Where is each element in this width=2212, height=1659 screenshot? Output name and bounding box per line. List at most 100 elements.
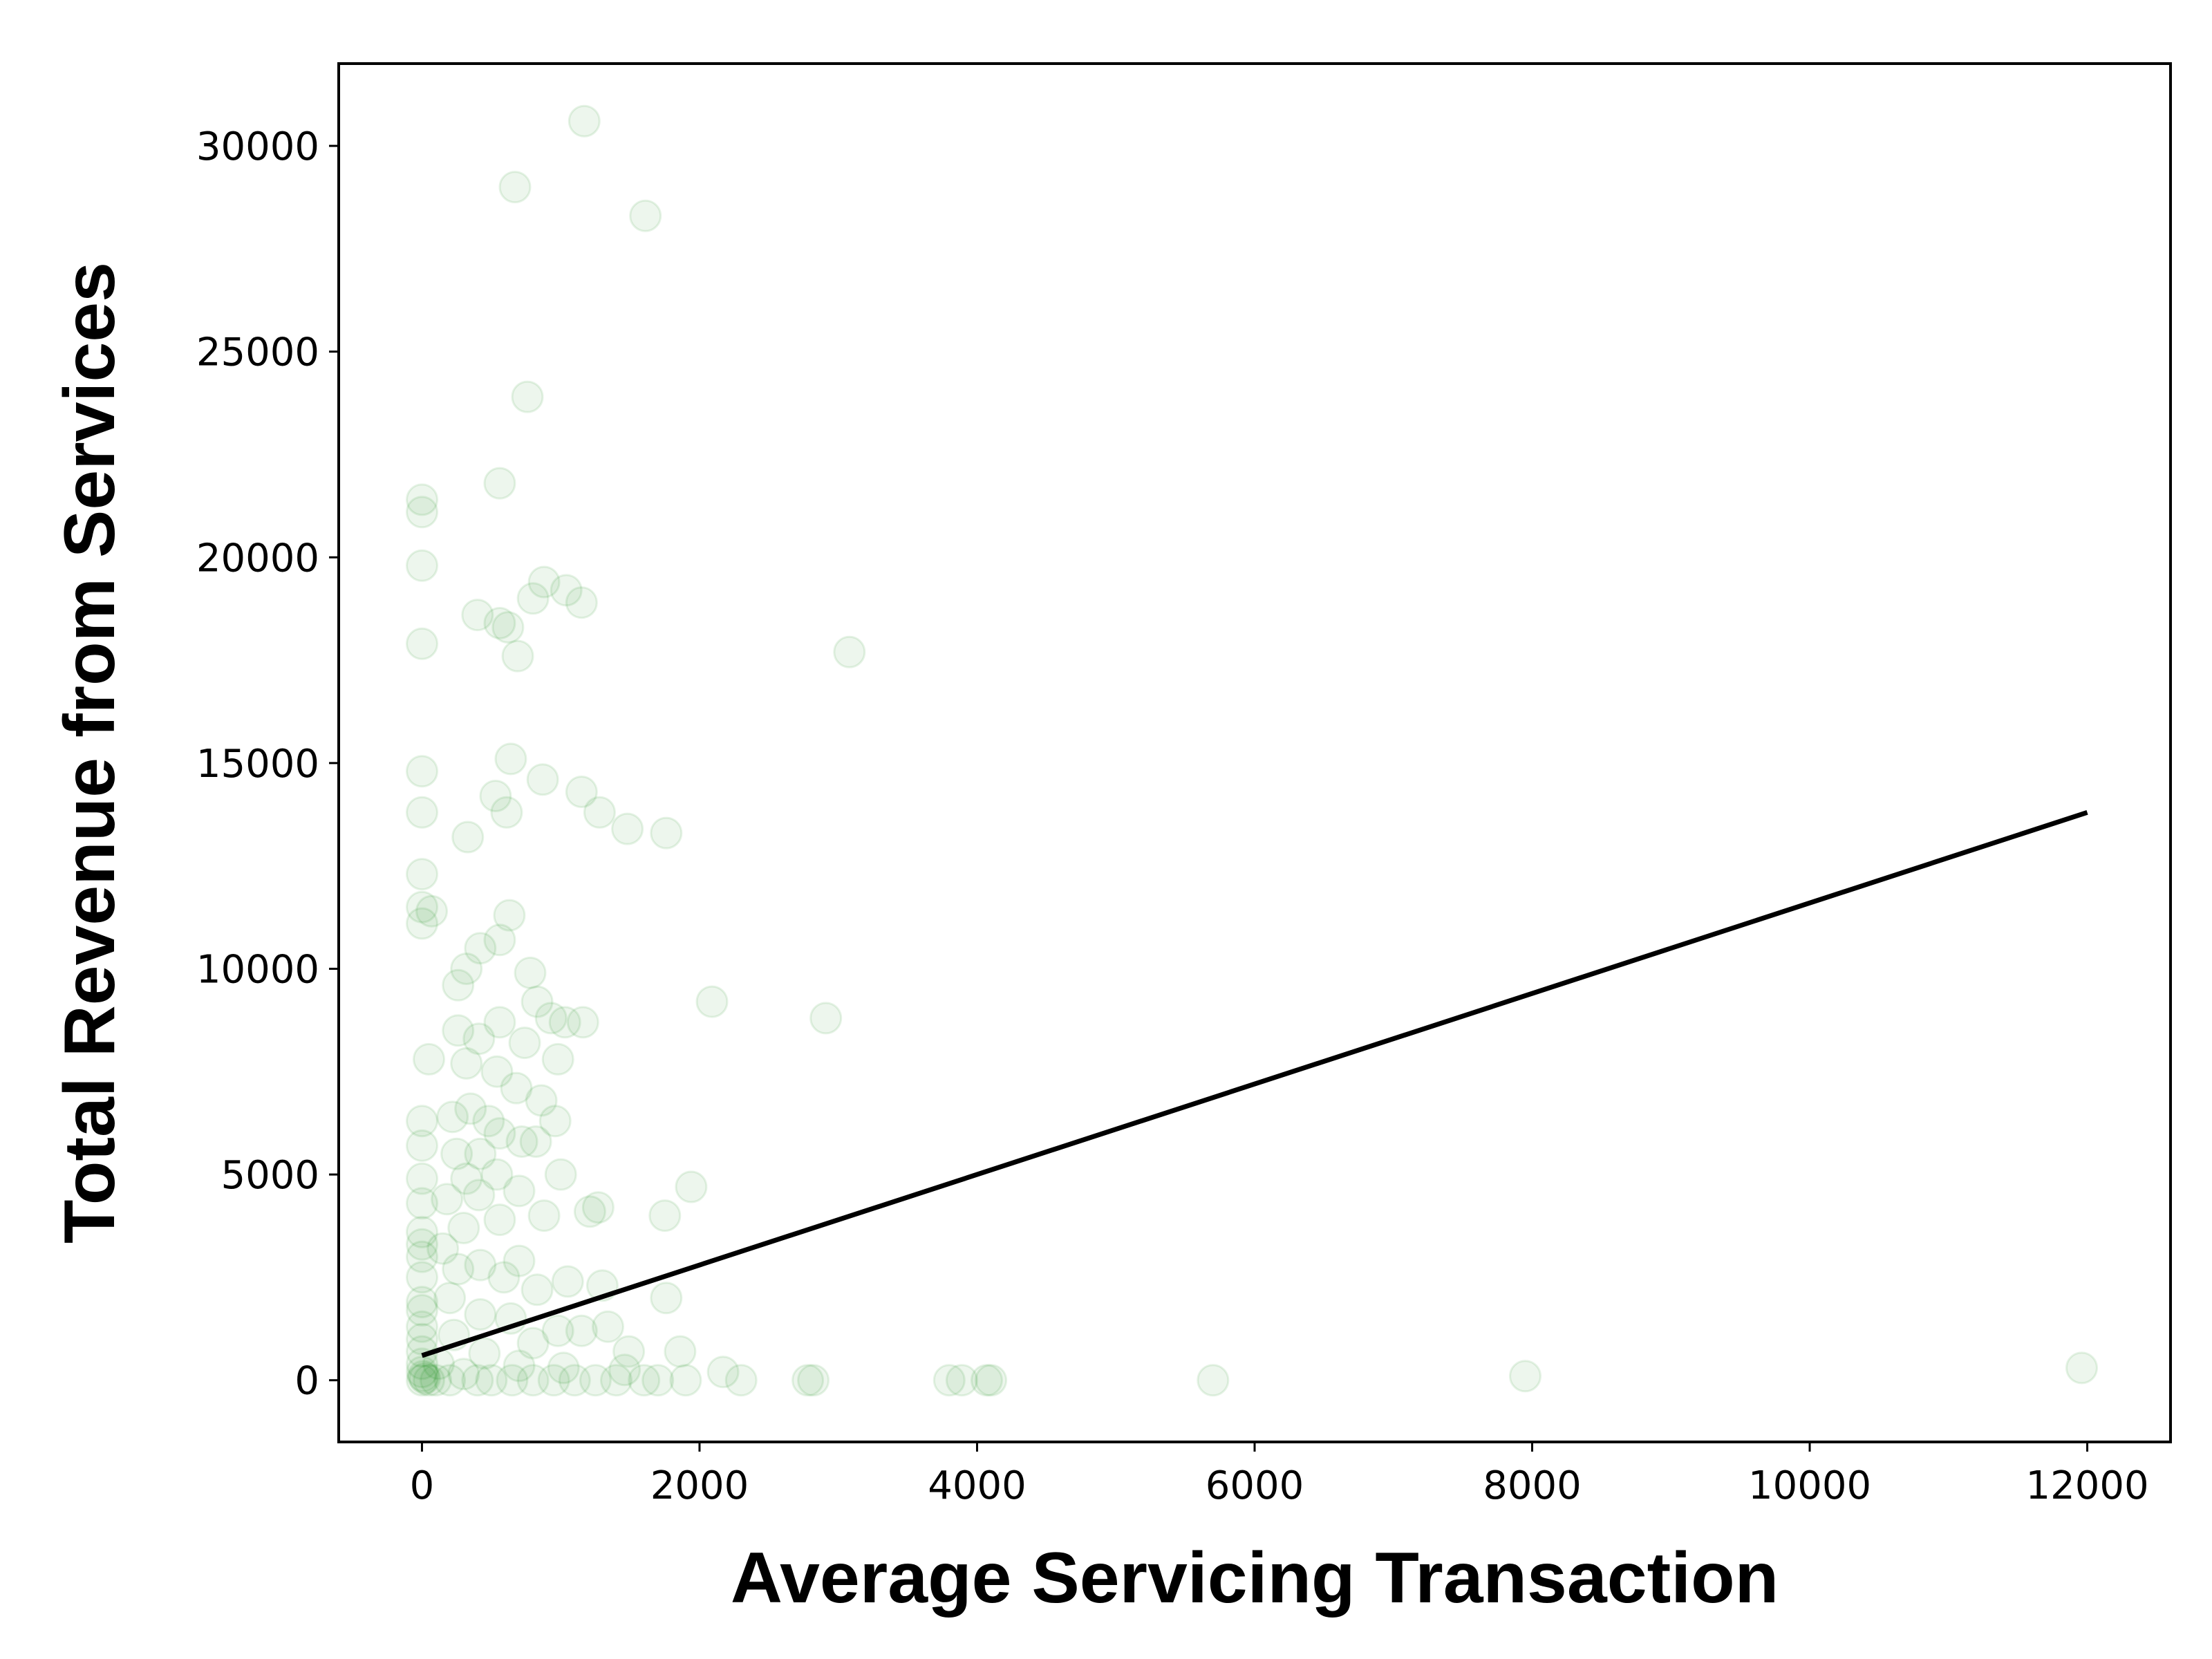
data-point [447,1358,480,1391]
data-point [600,1364,632,1397]
data-point [433,1364,467,1397]
y-tick-label: 5000 [221,1153,319,1198]
data-point [675,1170,708,1203]
data-points [406,104,2098,1397]
data-point [406,1228,438,1261]
data-point [797,1364,830,1397]
data-point [608,1353,641,1387]
data-point [483,1203,516,1237]
data-point [650,816,683,850]
data-point [406,1240,438,1273]
data-point [406,1364,438,1397]
data-point [491,611,525,644]
data-point [541,1314,574,1347]
data-point [406,627,438,660]
data-point [558,1364,591,1397]
data-point [516,582,550,615]
x-tick-label: 4000 [928,1463,1027,1508]
data-point [480,1055,514,1088]
data-point [538,1105,572,1138]
data-point [461,1364,494,1397]
data-point [809,1002,843,1035]
y-tick-label: 15000 [196,742,319,787]
y-axis-ticks: 0 5000 10000 15000 20000 25000 30000 [196,124,339,1404]
data-point [406,796,438,829]
data-point [427,1232,460,1265]
data-point [450,1047,483,1080]
data-point [406,1129,438,1162]
data-point [650,1282,683,1315]
data-point [406,890,438,924]
data-point [479,780,512,812]
data-point [664,1335,697,1368]
data-point [483,607,516,639]
data-point [2065,1351,2098,1385]
data-point [406,907,438,940]
data-point [406,755,438,788]
data-point [440,1137,474,1170]
plot-frame [337,62,2172,1443]
data-point [462,1022,496,1056]
data-point [406,483,438,516]
data-point [791,1364,825,1397]
data-point [451,821,485,854]
data-point [406,1215,438,1248]
data-point [450,953,483,985]
data-point [464,1298,497,1331]
data-point [568,104,601,138]
data-point [464,1248,497,1282]
data-point [537,1364,570,1397]
data-point [544,1158,577,1191]
data-point [483,467,516,500]
data-point [971,1364,1003,1397]
data-point [612,1335,646,1368]
data-point [487,1261,521,1294]
data-point [461,599,494,632]
data-point [406,1356,438,1389]
data-point [406,496,438,529]
data-point [464,932,497,965]
data-point [480,1158,514,1191]
data-point [551,1265,584,1298]
data-point [669,1364,702,1397]
data-point [468,1337,501,1370]
x-tick-label: 0 [410,1463,435,1508]
data-point [406,1347,438,1380]
data-point [490,796,523,829]
data-point [526,763,559,796]
x-axis-ticks: 0 2000 4000 6000 8000 10000 12000 [410,1442,2149,1508]
data-point [975,1364,1008,1397]
data-point [483,1117,516,1150]
data-point [724,1364,758,1397]
data-point [498,171,532,204]
data-point [475,1364,508,1397]
data-point [483,1006,516,1039]
x-tick-label: 2000 [650,1463,749,1508]
data-point [454,1092,487,1125]
data-point [541,1042,574,1076]
data-point [415,894,448,928]
data-point [406,1162,438,1195]
data-point [527,1199,561,1232]
data-point [442,968,475,1002]
data-point [548,1006,581,1039]
data-point [494,742,527,776]
data-point [462,1179,496,1212]
data-point [945,1364,978,1397]
data-point [503,1349,536,1382]
data-point [566,1006,599,1039]
data-point [641,1364,675,1397]
data-point [483,924,516,957]
data-point [413,1042,445,1076]
data-point [1509,1360,1541,1393]
data-point [447,1212,480,1244]
data-point [493,899,526,932]
y-tick-label: 0 [294,1359,319,1404]
data-point [527,565,561,599]
data-point [472,1105,505,1138]
data-point [511,380,544,413]
data-point [442,1014,475,1047]
data-point [407,1360,440,1393]
data-point [648,1199,682,1232]
